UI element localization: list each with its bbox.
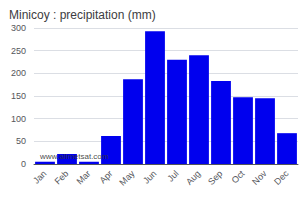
- svg-text:Minicoy : precipitation (mm): Minicoy : precipitation (mm): [9, 8, 156, 22]
- svg-text:Oct: Oct: [230, 168, 247, 185]
- svg-text:Mar: Mar: [75, 168, 93, 186]
- svg-text:Feb: Feb: [53, 168, 71, 186]
- svg-text:100: 100: [11, 114, 26, 124]
- svg-text:50: 50: [16, 136, 26, 146]
- svg-text:Apr: Apr: [98, 168, 115, 185]
- svg-text:Jul: Jul: [165, 168, 180, 183]
- svg-text:Aug: Aug: [184, 168, 202, 186]
- svg-text:www.allmetsat.com: www.allmetsat.com: [39, 152, 109, 161]
- svg-text:Sep: Sep: [206, 168, 224, 186]
- svg-text:Jan: Jan: [31, 168, 48, 185]
- svg-text:250: 250: [11, 46, 26, 56]
- svg-text:Nov: Nov: [250, 168, 269, 187]
- svg-text:Jun: Jun: [141, 168, 158, 185]
- svg-text:0: 0: [21, 159, 26, 169]
- svg-text:Dec: Dec: [272, 168, 291, 187]
- svg-text:150: 150: [11, 91, 26, 101]
- svg-text:May: May: [117, 168, 136, 187]
- svg-text:200: 200: [11, 68, 26, 78]
- svg-text:300: 300: [11, 23, 26, 33]
